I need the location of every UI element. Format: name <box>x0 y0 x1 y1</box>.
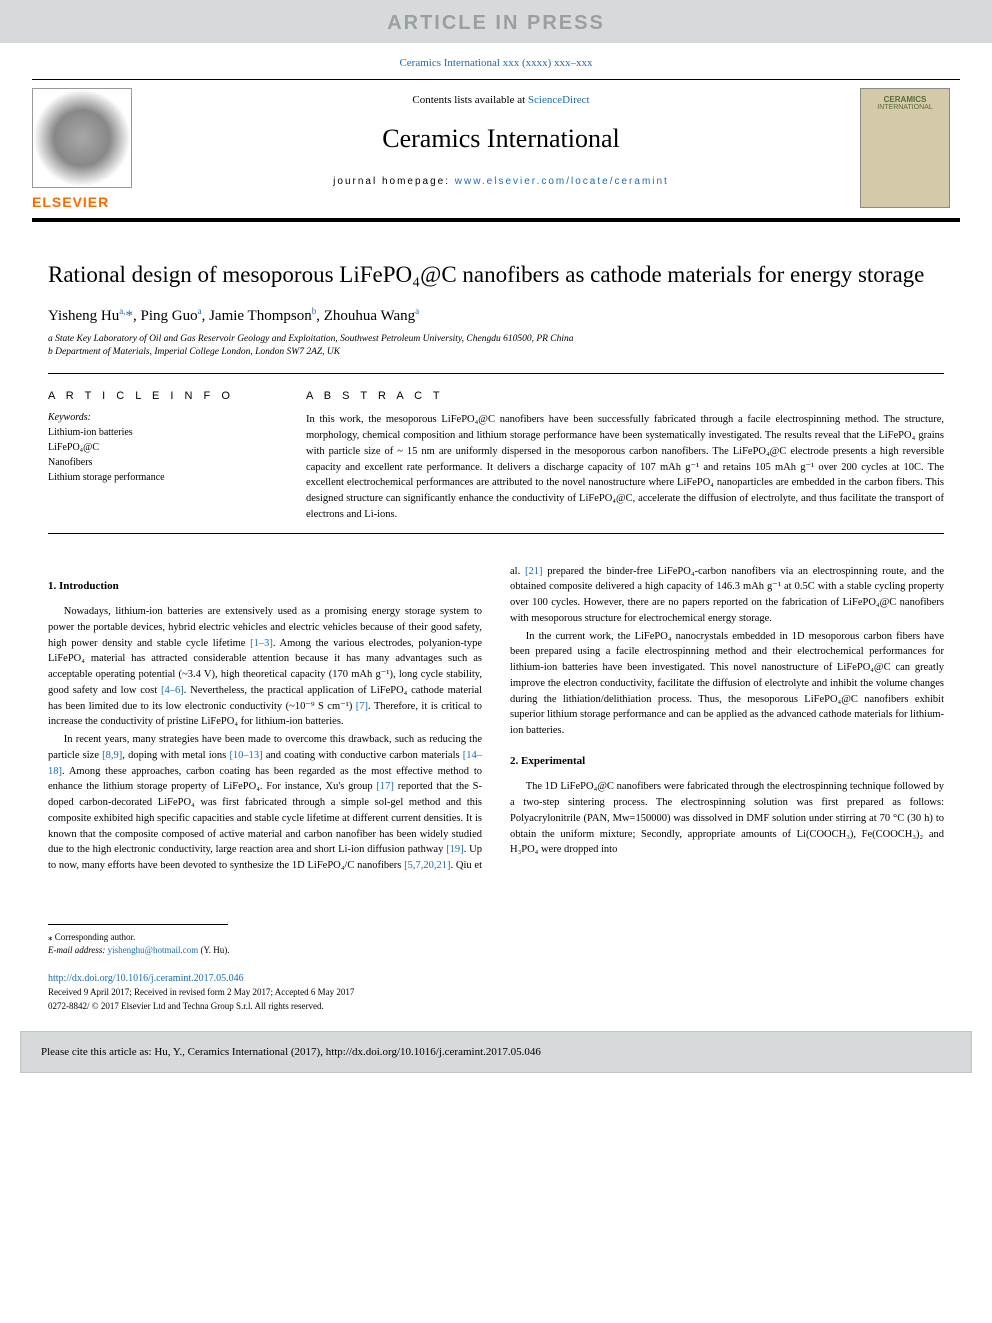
affiliation-a: a State Key Laboratory of Oil and Gas Re… <box>48 333 944 346</box>
cite-10-13[interactable]: [10–13] <box>229 750 262 761</box>
contents-prefix: Contents lists available at <box>412 94 527 106</box>
cite-17[interactable]: [17] <box>376 781 394 792</box>
email-line: E-mail address: yishenghu@hotmail.com (Y… <box>48 944 944 958</box>
header-center: Contents lists available at ScienceDirec… <box>142 80 860 218</box>
footer-block: ⁎ Corresponding author. E-mail address: … <box>48 924 944 1014</box>
elsevier-wordmark: ELSEVIER <box>32 194 142 210</box>
elsevier-tree-icon <box>32 88 132 188</box>
experimental-heading: 2. Experimental <box>510 753 944 770</box>
journal-reference: Ceramics International xxx (xxxx) xxx–xx… <box>0 43 992 79</box>
article-in-press-label: ARTICLE IN PRESS <box>387 12 605 34</box>
cite-1-3[interactable]: [1–3] <box>250 638 273 649</box>
footer-copyright: 0272-8842/ © 2017 Elsevier Ltd and Techn… <box>48 1000 944 1014</box>
doi-link[interactable]: http://dx.doi.org/10.1016/j.ceramint.201… <box>48 971 944 986</box>
journal-homepage: journal homepage: www.elsevier.com/locat… <box>152 176 850 187</box>
cite-21[interactable]: [21] <box>525 566 543 577</box>
contents-line: Contents lists available at ScienceDirec… <box>152 94 850 106</box>
divider <box>48 533 944 534</box>
intro-para-3: In the current work, the LiFePO₄ nanocry… <box>510 629 944 739</box>
keywords-label: Keywords: <box>48 412 278 423</box>
journal-cover-thumbnail: CERAMICS INTERNATIONAL <box>860 88 950 208</box>
keyword-item: LiFePO₄@C <box>48 440 278 455</box>
info-abstract-row: A R T I C L E I N F O Keywords: Lithium-… <box>48 390 944 522</box>
affiliation-b: b Department of Materials, Imperial Coll… <box>48 346 944 359</box>
intro-para-1: Nowadays, lithium-ion batteries are exte… <box>48 604 482 730</box>
keyword-item: Nanofibers <box>48 455 278 470</box>
cite-8-9[interactable]: [8,9] <box>102 750 122 761</box>
sciencedirect-link[interactable]: ScienceDirect <box>528 94 590 106</box>
cover-subtitle: INTERNATIONAL <box>861 104 949 111</box>
intro-heading: 1. Introduction <box>48 578 482 595</box>
abstract-text: In this work, the mesoporous LiFePO₄@C n… <box>306 412 944 522</box>
abstract-label: A B S T R A C T <box>306 390 944 402</box>
abstract-col: A B S T R A C T In this work, the mesopo… <box>306 390 944 522</box>
experimental-para-1: The 1D LiFePO₄@C nanofibers were fabrica… <box>510 779 944 858</box>
article-body: Rational design of mesoporous LiFePO₄@C … <box>0 222 992 894</box>
footer-dates: Received 9 April 2017; Received in revis… <box>48 986 944 1000</box>
email-link[interactable]: yishenghu@hotmail.com <box>108 945 199 955</box>
article-in-press-banner: ARTICLE IN PRESS <box>0 0 992 43</box>
cite-19[interactable]: [19] <box>446 844 464 855</box>
citation-bar: Please cite this article as: Hu, Y., Cer… <box>20 1031 972 1073</box>
homepage-link[interactable]: www.elsevier.com/locate/ceramint <box>455 176 669 187</box>
article-info-col: A R T I C L E I N F O Keywords: Lithium-… <box>48 390 278 522</box>
cite-7[interactable]: [7] <box>356 701 368 712</box>
cover-title: CERAMICS <box>861 95 949 104</box>
homepage-prefix: journal homepage: <box>333 176 455 187</box>
keyword-item: Lithium-ion batteries <box>48 425 278 440</box>
journal-header: ELSEVIER Contents lists available at Sci… <box>32 79 960 222</box>
affiliations: a State Key Laboratory of Oil and Gas Re… <box>48 333 944 360</box>
publisher-logo-block: ELSEVIER <box>32 80 142 218</box>
main-text: 1. Introduction Nowadays, lithium-ion ba… <box>48 564 944 874</box>
corresponding-author: ⁎ Corresponding author. <box>48 931 944 945</box>
divider <box>48 373 944 374</box>
cite-5-7-20-21[interactable]: [5,7,20,21] <box>404 860 450 871</box>
article-info-label: A R T I C L E I N F O <box>48 390 278 402</box>
journal-cover-block: CERAMICS INTERNATIONAL <box>860 80 960 218</box>
article-title: Rational design of mesoporous LiFePO₄@C … <box>48 260 944 290</box>
keywords-list: Lithium-ion batteriesLiFePO₄@CNanofibers… <box>48 425 278 485</box>
authors-line: Yisheng Hua,*, Ping Guoa, Jamie Thompson… <box>48 306 944 325</box>
cite-4-6[interactable]: [4–6] <box>161 685 184 696</box>
footer-rule <box>48 924 228 925</box>
journal-name: Ceramics International <box>152 124 850 154</box>
keyword-item: Lithium storage performance <box>48 470 278 485</box>
